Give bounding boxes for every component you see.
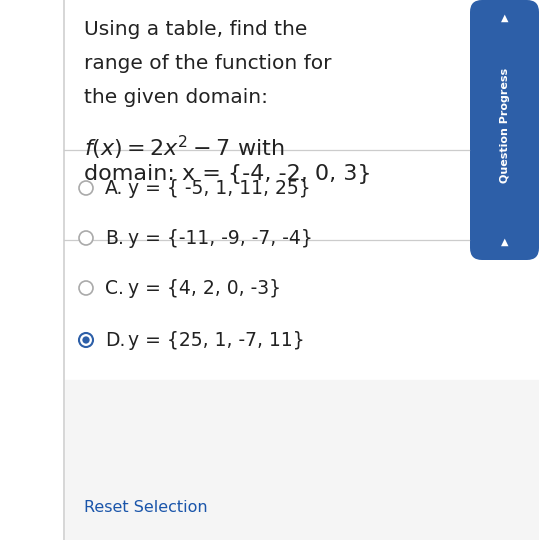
Text: Reset Selection: Reset Selection xyxy=(84,501,208,516)
Text: range of the function for: range of the function for xyxy=(84,54,331,73)
Text: ▲: ▲ xyxy=(501,237,508,247)
Text: the given domain:: the given domain: xyxy=(84,88,268,107)
Text: domain: x = {-4, -2, 0, 3}: domain: x = {-4, -2, 0, 3} xyxy=(84,164,371,184)
Text: B.: B. xyxy=(105,228,124,247)
Text: Using a table, find the: Using a table, find the xyxy=(84,20,307,39)
Text: A.: A. xyxy=(105,179,123,198)
Bar xyxy=(64,380,539,540)
Text: y = {4, 2, 0, -3}: y = {4, 2, 0, -3} xyxy=(128,279,281,298)
Text: C.: C. xyxy=(105,279,124,298)
Text: ▲: ▲ xyxy=(501,13,508,23)
Circle shape xyxy=(79,281,93,295)
Bar xyxy=(64,380,539,540)
Circle shape xyxy=(79,231,93,245)
FancyBboxPatch shape xyxy=(470,0,539,260)
Text: Question Progress: Question Progress xyxy=(500,68,509,183)
Text: $f(x) = 2x^2 - 7$ with: $f(x) = 2x^2 - 7$ with xyxy=(84,134,285,162)
Text: D.: D. xyxy=(105,330,126,349)
Circle shape xyxy=(79,181,93,195)
Circle shape xyxy=(79,333,93,347)
Text: y = { -5, 1, 11, 25}: y = { -5, 1, 11, 25} xyxy=(128,179,310,198)
Bar xyxy=(0,0,64,540)
Circle shape xyxy=(82,336,89,343)
Text: y = {25, 1, -7, 11}: y = {25, 1, -7, 11} xyxy=(128,330,305,349)
Text: y = {-11, -9, -7, -4}: y = {-11, -9, -7, -4} xyxy=(128,228,313,247)
